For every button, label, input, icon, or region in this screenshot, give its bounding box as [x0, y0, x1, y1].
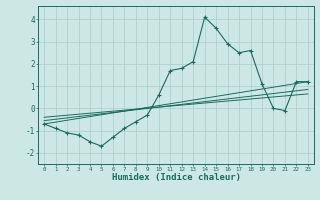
- X-axis label: Humidex (Indice chaleur): Humidex (Indice chaleur): [111, 173, 241, 182]
